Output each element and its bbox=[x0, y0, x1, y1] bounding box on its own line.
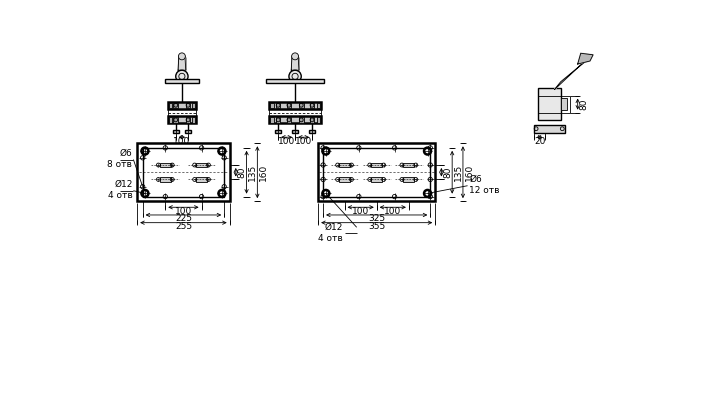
Text: 8 отв: 8 отв bbox=[107, 160, 132, 169]
Text: 160: 160 bbox=[465, 164, 473, 181]
Bar bbox=[318, 143, 436, 201]
Bar bbox=[403, 177, 414, 182]
Bar bbox=[371, 177, 382, 182]
Bar bbox=[275, 130, 281, 133]
Text: 4 отв: 4 отв bbox=[318, 234, 343, 243]
Bar bbox=[137, 143, 230, 201]
Bar bbox=[186, 103, 191, 108]
Bar bbox=[185, 130, 191, 133]
Text: 355: 355 bbox=[368, 222, 386, 231]
Bar bbox=[168, 117, 196, 123]
Text: 20: 20 bbox=[534, 136, 545, 146]
Bar bbox=[271, 117, 273, 122]
Circle shape bbox=[176, 70, 188, 83]
Circle shape bbox=[178, 53, 186, 60]
Text: Ø6: Ø6 bbox=[469, 175, 482, 184]
Text: 135: 135 bbox=[248, 164, 257, 181]
Bar bbox=[269, 102, 321, 109]
Bar bbox=[271, 103, 273, 108]
Text: Ø12: Ø12 bbox=[114, 180, 133, 189]
Bar bbox=[160, 163, 171, 167]
Bar bbox=[160, 177, 171, 182]
Text: 100: 100 bbox=[278, 136, 296, 146]
Bar bbox=[309, 130, 315, 133]
Bar bbox=[276, 103, 281, 108]
Bar bbox=[196, 163, 207, 167]
Bar bbox=[560, 98, 567, 110]
Bar bbox=[169, 103, 172, 108]
Bar bbox=[299, 117, 303, 122]
Bar bbox=[169, 117, 172, 122]
Text: 255: 255 bbox=[175, 222, 192, 231]
Text: 12 отв: 12 отв bbox=[469, 186, 500, 196]
Bar bbox=[196, 177, 207, 182]
Text: 80: 80 bbox=[579, 98, 588, 110]
Polygon shape bbox=[555, 60, 587, 89]
Bar bbox=[339, 163, 350, 167]
Bar bbox=[538, 88, 560, 120]
Bar bbox=[339, 177, 350, 182]
Polygon shape bbox=[291, 56, 299, 70]
Bar bbox=[168, 102, 196, 109]
Text: 225: 225 bbox=[175, 214, 192, 223]
Bar bbox=[165, 79, 198, 83]
Bar bbox=[173, 130, 178, 133]
Bar bbox=[316, 103, 320, 108]
Bar bbox=[186, 117, 191, 122]
Text: 4 отв: 4 отв bbox=[108, 192, 133, 200]
Polygon shape bbox=[178, 56, 186, 70]
Bar bbox=[286, 117, 291, 122]
Text: 100: 100 bbox=[352, 207, 369, 215]
Bar bbox=[310, 117, 314, 122]
Bar bbox=[299, 103, 303, 108]
Text: 100: 100 bbox=[384, 207, 401, 215]
Bar bbox=[192, 117, 195, 122]
Text: 100: 100 bbox=[175, 207, 192, 215]
Text: 325: 325 bbox=[368, 214, 386, 223]
Bar bbox=[174, 103, 178, 108]
Text: 80: 80 bbox=[238, 166, 246, 178]
Bar bbox=[292, 130, 298, 133]
Bar bbox=[534, 125, 565, 132]
Bar bbox=[192, 103, 195, 108]
Bar bbox=[276, 117, 281, 122]
Circle shape bbox=[291, 53, 298, 60]
Text: 135: 135 bbox=[454, 164, 463, 181]
Bar bbox=[143, 148, 224, 197]
Bar bbox=[323, 148, 431, 197]
Bar bbox=[316, 117, 320, 122]
Text: 100: 100 bbox=[174, 136, 191, 146]
Polygon shape bbox=[578, 53, 593, 64]
Text: Ø12: Ø12 bbox=[324, 223, 343, 232]
Text: 160: 160 bbox=[259, 164, 268, 181]
Bar bbox=[286, 103, 291, 108]
Text: Ø6: Ø6 bbox=[119, 149, 132, 158]
Bar bbox=[371, 163, 382, 167]
Circle shape bbox=[289, 70, 301, 83]
Text: 80: 80 bbox=[443, 166, 452, 178]
Text: 100: 100 bbox=[295, 136, 312, 146]
Bar bbox=[403, 163, 414, 167]
Bar bbox=[310, 103, 314, 108]
Bar bbox=[174, 117, 178, 122]
Bar bbox=[266, 79, 324, 83]
Bar bbox=[269, 117, 321, 123]
